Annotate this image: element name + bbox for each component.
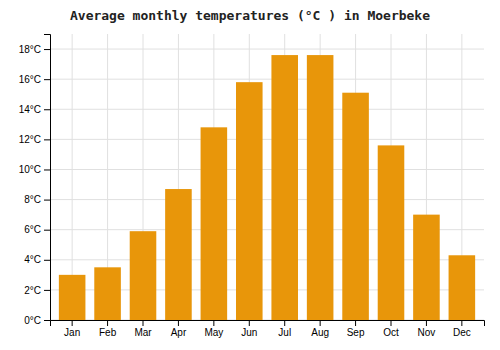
bar: [449, 255, 476, 320]
tick-mark: [44, 230, 50, 231]
bar: [59, 275, 86, 320]
tick: May: [204, 320, 223, 338]
tick-mark: [249, 320, 250, 326]
tick: Nov: [418, 320, 436, 338]
bars: [59, 55, 475, 320]
tick-mark: [44, 260, 50, 261]
tick: Jan: [64, 320, 80, 338]
grid-line: [50, 139, 484, 140]
tick-label: Jun: [241, 327, 257, 338]
bar: [307, 55, 334, 320]
tick: Oct: [383, 320, 399, 338]
bar: [413, 215, 440, 320]
bar: [378, 145, 405, 320]
tick-mark: [355, 320, 356, 326]
tick-label: 12°C: [19, 134, 41, 145]
tick-label: 10°C: [19, 164, 41, 175]
bar: [130, 231, 157, 320]
tick-label: 14°C: [19, 104, 41, 115]
grid: [50, 34, 484, 320]
tick: 12°C: [19, 134, 50, 145]
tick-mark: [44, 109, 50, 110]
tick-mark: [461, 320, 462, 326]
tick-label: Mar: [134, 327, 152, 338]
tick-mark: [44, 169, 50, 170]
tick: 8°C: [24, 194, 50, 205]
tick-mark: [44, 79, 50, 80]
tick-mark: [44, 320, 50, 321]
y-axis: 0°C 2°C 4°C 6°C 8°C 10°C 12°C 14°C 16°C 18°C: [19, 35, 51, 326]
tick-label: 18°C: [19, 44, 41, 55]
tick: Dec: [453, 320, 471, 338]
tick-mark: [44, 290, 50, 291]
tick-label: 16°C: [19, 74, 41, 85]
tick: Feb: [99, 320, 117, 338]
tick-mark: [213, 320, 214, 326]
tick-label: Jul: [278, 327, 291, 338]
tick: Aug: [311, 320, 329, 338]
grid-line: [50, 199, 484, 200]
tick-mark: [143, 320, 144, 326]
tick: Sep: [347, 320, 365, 338]
tick: 0°C: [24, 315, 50, 326]
plot: 0°C 2°C 4°C 6°C 8°C 10°C 12°C 14°C 16°C 18°C Jan Fe…: [19, 34, 485, 338]
bar: [94, 267, 121, 320]
bar: [236, 82, 263, 320]
tick-label: Oct: [383, 327, 399, 338]
tick: 10°C: [19, 164, 50, 175]
tick-label: Sep: [347, 327, 365, 338]
tick-label: Aug: [311, 327, 329, 338]
tick-label: 6°C: [24, 224, 41, 235]
chart: 0°C 2°C 4°C 6°C 8°C 10°C 12°C 14°C 16°C 18°C Jan Fe…: [0, 0, 500, 350]
tick-label: Jan: [64, 327, 80, 338]
tick: 14°C: [19, 104, 50, 115]
x-axis: Jan Feb Mar Apr May Jun Jul Aug Sep Oct Nov Dec: [51, 320, 485, 338]
tick: 6°C: [24, 224, 50, 235]
tick-mark: [320, 320, 321, 326]
tick-mark: [178, 320, 179, 326]
tick: Apr: [171, 320, 187, 338]
bar: [165, 189, 192, 320]
tick: Mar: [134, 320, 152, 338]
tick-label: May: [204, 327, 223, 338]
tick: 2°C: [24, 285, 50, 296]
tick-label: Dec: [453, 327, 471, 338]
tick-label: Feb: [99, 327, 117, 338]
tick-mark: [391, 320, 392, 326]
grid-line: [50, 169, 484, 170]
tick-mark: [426, 320, 427, 326]
tick: Jul: [278, 320, 291, 338]
title: Average monthly temperatures (°C ) in Mo…: [70, 8, 430, 23]
axis-line: [51, 321, 485, 327]
grid-line: [50, 109, 484, 110]
tick-label: 8°C: [24, 194, 41, 205]
tick-label: 4°C: [24, 254, 41, 265]
tick-label: 2°C: [24, 285, 41, 296]
tick-mark: [44, 200, 50, 201]
bar: [342, 93, 369, 320]
axis-line: [44, 35, 51, 321]
tick: 4°C: [24, 254, 50, 265]
tick-label: 0°C: [24, 315, 41, 326]
tick-mark: [72, 320, 73, 326]
bar: [201, 127, 228, 320]
grid-line: [50, 79, 484, 80]
tick: 18°C: [19, 44, 50, 55]
tick: 16°C: [19, 74, 50, 85]
tick-label: Nov: [418, 327, 436, 338]
tick-mark: [284, 320, 285, 326]
tick-label: Apr: [171, 327, 187, 338]
tick: Jun: [241, 320, 257, 338]
grid-line: [50, 49, 484, 50]
tick-mark: [44, 139, 50, 140]
bar: [271, 55, 298, 320]
tick-mark: [107, 320, 108, 326]
tick-mark: [44, 49, 50, 50]
